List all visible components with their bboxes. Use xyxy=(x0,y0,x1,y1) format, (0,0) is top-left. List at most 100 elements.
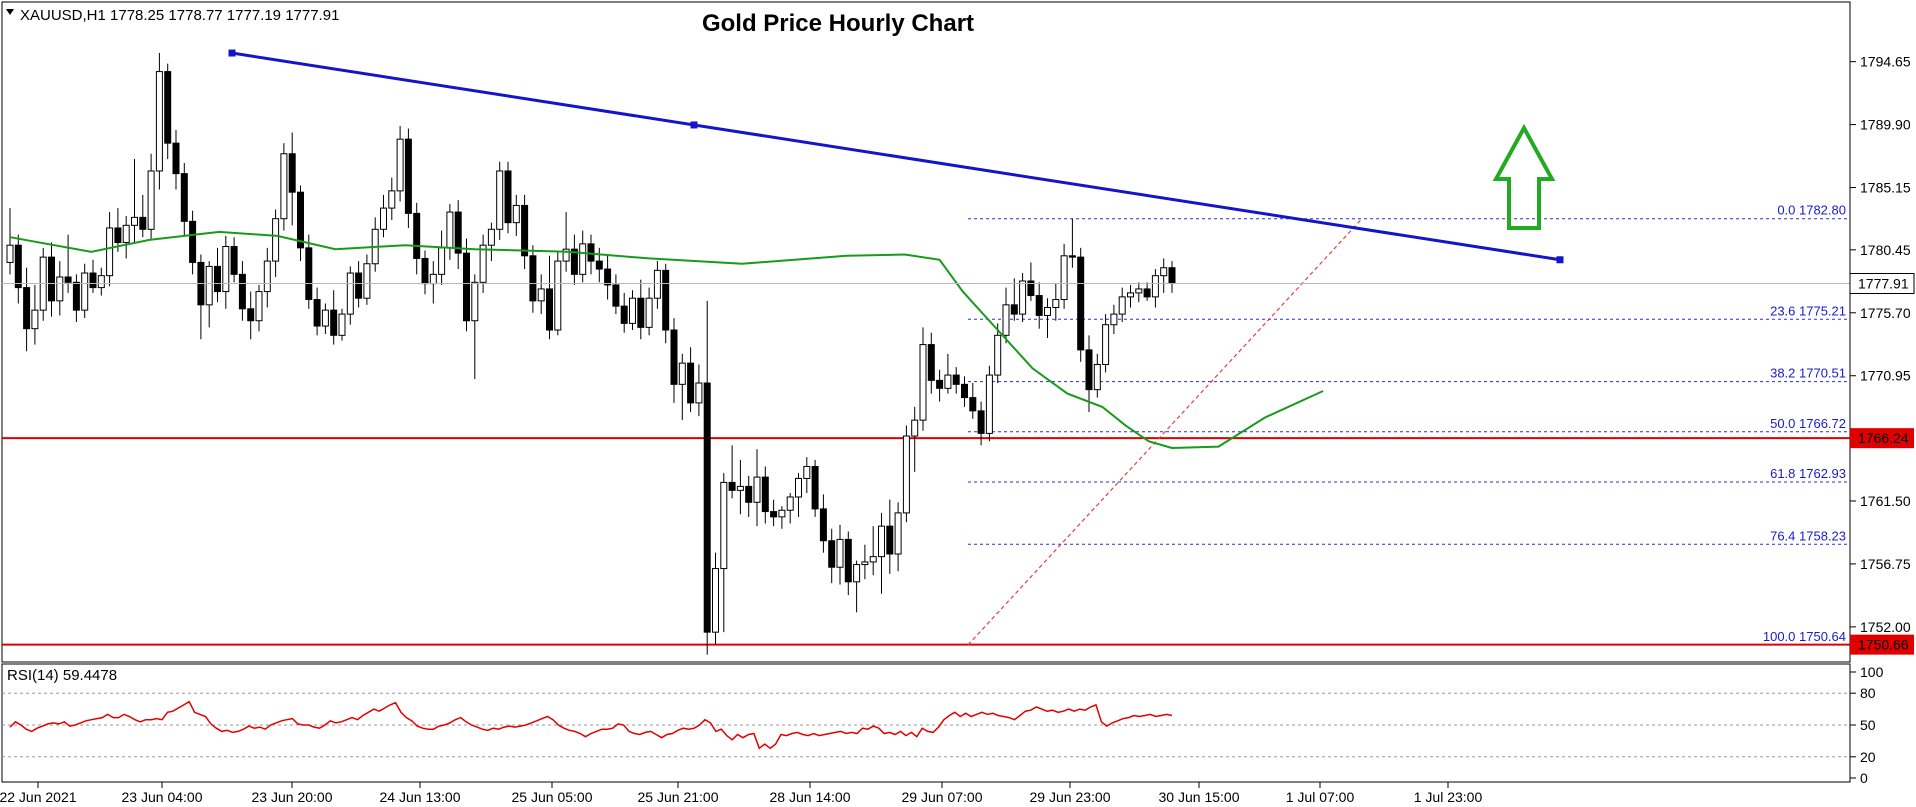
candle xyxy=(1052,283,1060,321)
candle xyxy=(936,369,944,402)
candle xyxy=(147,153,155,239)
trendline xyxy=(228,49,1564,264)
candle xyxy=(653,261,661,309)
candle xyxy=(1019,273,1027,323)
candle xyxy=(238,261,246,321)
candle xyxy=(902,425,910,523)
candle xyxy=(803,457,811,494)
candle xyxy=(471,274,479,380)
time-tick-label: 1 Jul 23:00 xyxy=(1414,789,1483,805)
candle xyxy=(122,216,130,259)
candle xyxy=(629,290,636,331)
fib-level-label: 50.0 1766.72 xyxy=(1770,416,1846,431)
candle xyxy=(131,159,138,244)
candle xyxy=(994,323,1002,384)
chart-menu-triangle-icon[interactable] xyxy=(6,9,14,15)
candle xyxy=(1085,335,1093,413)
candle xyxy=(214,247,221,303)
price-tick-label: 1752.00 xyxy=(1860,619,1911,635)
candle xyxy=(6,208,14,275)
candle xyxy=(1010,278,1018,321)
candle xyxy=(263,247,271,308)
candle xyxy=(39,247,47,321)
candle xyxy=(114,208,122,252)
candle xyxy=(894,502,902,572)
candle xyxy=(1127,284,1134,308)
candle xyxy=(770,499,778,527)
rsi-tick-label: 50 xyxy=(1860,717,1876,733)
candle xyxy=(604,255,612,300)
candle xyxy=(180,163,188,236)
candle xyxy=(1143,282,1151,301)
candle xyxy=(828,528,836,584)
candle xyxy=(861,544,869,580)
price-tick-label: 1794.65 xyxy=(1860,54,1911,70)
candle xyxy=(155,53,163,190)
candle xyxy=(338,308,346,341)
symbol-info: XAUUSD,H1 1778.25 1778.77 1777.19 1777.9… xyxy=(20,7,339,24)
candle xyxy=(48,242,55,317)
candle xyxy=(1002,287,1010,344)
support-lines xyxy=(2,437,1850,646)
candle xyxy=(570,234,578,285)
fib-level-label: 23.6 1775.21 xyxy=(1770,303,1846,318)
candle xyxy=(745,475,753,517)
candle xyxy=(1035,282,1043,329)
candle xyxy=(695,364,703,417)
candle xyxy=(579,230,587,283)
price-tick-label: 1785.15 xyxy=(1860,180,1911,196)
candlesticks xyxy=(6,53,1176,655)
time-tick-label: 25 Jun 21:00 xyxy=(638,789,719,805)
candle xyxy=(562,212,570,272)
candle xyxy=(521,194,529,270)
candle xyxy=(927,332,935,394)
candle xyxy=(795,473,802,517)
candle xyxy=(1093,353,1101,398)
candle xyxy=(81,263,89,319)
price-tick-label: 1789.90 xyxy=(1860,117,1911,133)
candle xyxy=(247,291,255,340)
price-tick-label: 1770.95 xyxy=(1860,368,1911,384)
candle xyxy=(1077,247,1085,362)
candle xyxy=(1044,298,1051,338)
fib-level-label: 76.4 1758.23 xyxy=(1770,528,1846,543)
time-tick-label: 23 Jun 04:00 xyxy=(122,789,203,805)
candle xyxy=(1027,262,1035,301)
candle xyxy=(1135,282,1143,303)
support-price-label: 1766.24 xyxy=(1858,430,1909,446)
trendline-handle-end[interactable] xyxy=(1556,256,1564,264)
up-arrow-icon xyxy=(1492,123,1556,230)
support-price-label: 1750.66 xyxy=(1858,637,1909,653)
time-tick-label: 29 Jun 23:00 xyxy=(1030,789,1111,805)
candle xyxy=(977,401,985,446)
candle xyxy=(23,267,31,352)
rsi-tick-label: 20 xyxy=(1860,749,1876,765)
price-tick-label: 1756.75 xyxy=(1860,556,1911,572)
candle xyxy=(363,254,371,305)
candle xyxy=(496,161,504,240)
candle xyxy=(811,459,819,517)
candle xyxy=(720,473,728,633)
price-tick-label: 1780.45 xyxy=(1860,242,1911,258)
support-price-tag xyxy=(1850,634,1914,655)
candle xyxy=(72,274,80,323)
candle xyxy=(712,552,719,645)
candle xyxy=(952,367,960,394)
price-axis: 1794.65 1789.90 1785.15 1780.45 1775.70 1770.… xyxy=(1850,54,1911,635)
time-axis: 22 Jun 2021 23 Jun 04:00 23 Jun 20:00 24 Ju… xyxy=(0,782,1482,805)
candle xyxy=(645,287,653,336)
price-tags: 1766.24 1750.66 1777.91 xyxy=(1849,272,1915,655)
fib-level-label: 0.0 1782.80 xyxy=(1777,203,1846,218)
candle xyxy=(330,290,338,345)
time-tick-label: 29 Jun 07:00 xyxy=(902,789,983,805)
candle xyxy=(844,531,852,596)
time-tick-label: 22 Jun 2021 xyxy=(0,789,77,805)
candle xyxy=(205,261,213,328)
trendline-handle-mid[interactable] xyxy=(690,121,698,129)
time-tick-label: 24 Jun 13:00 xyxy=(380,789,461,805)
time-tick-label: 23 Jun 20:00 xyxy=(252,789,333,805)
candle xyxy=(620,292,628,333)
candle xyxy=(222,235,230,309)
candle xyxy=(504,161,512,234)
trendline-handle-start[interactable] xyxy=(228,49,236,57)
